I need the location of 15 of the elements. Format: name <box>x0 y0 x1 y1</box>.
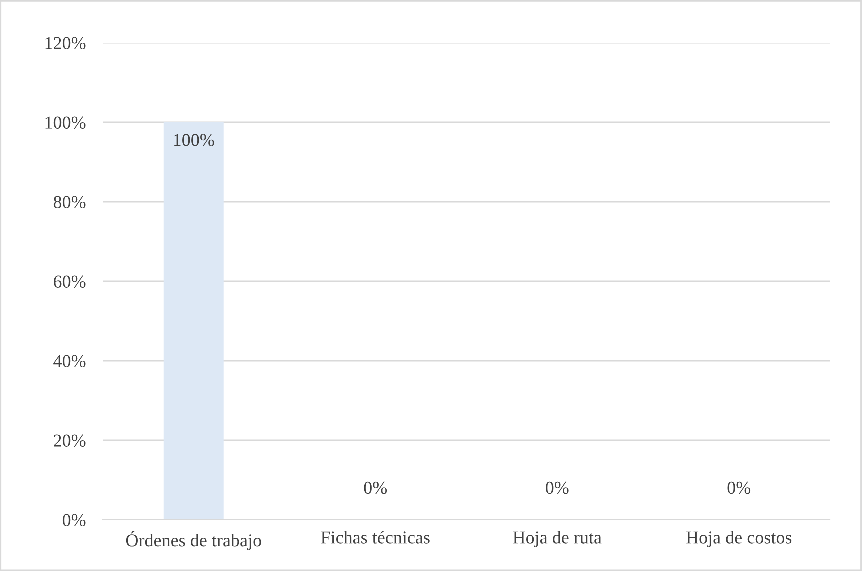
x-tick-label: Hoja de costos <box>686 531 792 548</box>
y-tick-label: 0% <box>62 514 86 526</box>
x-tick-label: Órdenes de trabajo <box>126 531 262 550</box>
y-tick-label: 20% <box>54 434 86 447</box>
data-label: 0% <box>728 482 751 494</box>
y-tick-label: 80% <box>54 196 86 208</box>
y-tick-label: 60% <box>54 276 86 288</box>
data-label: 0% <box>546 482 569 494</box>
x-tick-label: Hoja de ruta <box>513 531 602 548</box>
data-label: 0% <box>364 482 388 494</box>
x-tick-label: Fichas técnicas <box>321 531 430 544</box>
y-tick-label: 120% <box>46 37 86 50</box>
data-label: 100% <box>174 134 214 146</box>
y-tick-label: 40% <box>54 355 86 368</box>
y-tick-label: 100% <box>46 116 86 129</box>
